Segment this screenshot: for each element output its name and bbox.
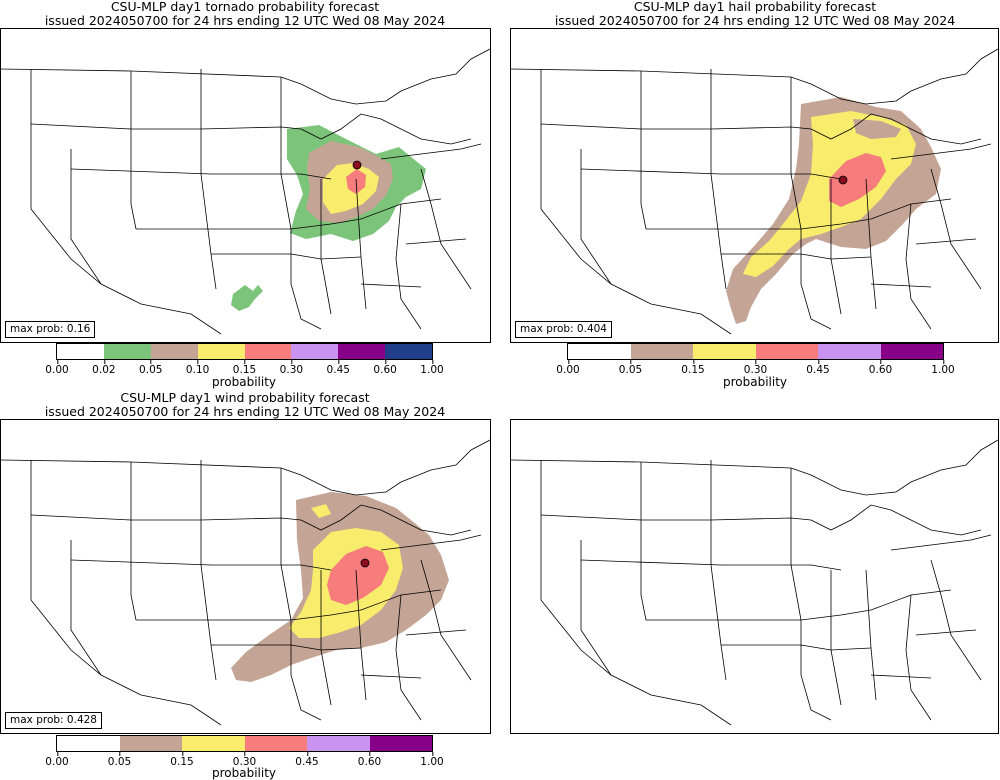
colorbar-tick-label: 0.45: [806, 360, 830, 376]
colorbar-segment: [119, 736, 182, 751]
colorbar-tick-label: 0.15: [170, 752, 194, 768]
colorbar-tick-label: 0.60: [373, 360, 397, 376]
tornado-title: CSU-MLP day1 tornado probability forecas…: [0, 0, 490, 28]
wind-probability-shading: [231, 492, 449, 682]
colorbar-tick-label: 0.00: [45, 360, 69, 376]
colorbar-segment: [880, 344, 943, 359]
colorbar-tick-label: 0.02: [92, 360, 116, 376]
wind-title-line1: CSU-MLP day1 wind probability forecast: [120, 390, 370, 405]
colorbar-segment: [57, 736, 120, 751]
colorbar-tick-label: 1.00: [420, 752, 444, 768]
tornado-max-prob-box: max prob: 0.16: [5, 321, 96, 338]
colorbar-tick-label: 0.30: [280, 360, 303, 376]
tornado-map: max prob: 0.16: [0, 28, 491, 343]
colorbar-tick-label: 1.00: [420, 360, 444, 376]
wind-map-canvas: [1, 439, 490, 726]
colorbar-segment: [369, 736, 432, 751]
colorbar-tick-label: 0.05: [108, 752, 131, 768]
hail-max-prob-marker: [838, 175, 848, 185]
colorbar-segment: [182, 736, 245, 751]
colorbar-segment: [568, 344, 631, 359]
hail-max-prob-box: max prob: 0.404: [515, 321, 612, 338]
colorbar-tick-label: 0.00: [45, 752, 69, 768]
colorbar-segment: [307, 736, 370, 751]
tornado-map-canvas: [1, 48, 490, 335]
colorbar-segment: [630, 344, 693, 359]
blank-state-borders: [511, 439, 998, 726]
colorbar-tick-label: 0.30: [744, 360, 767, 376]
wind-prob-030-area: [327, 546, 389, 605]
hail-probability-shading: [726, 97, 941, 324]
colorbar-tick-label: 0.30: [233, 752, 256, 768]
wind-colorbar: [56, 735, 433, 752]
colorbar-segment: [197, 344, 245, 359]
colorbar-tick-label: 0.05: [619, 360, 642, 376]
colorbar-segment: [103, 344, 151, 359]
tornado-colorbar-label: probability: [211, 375, 277, 389]
colorbar-segment: [150, 344, 198, 359]
colorbar-tick-label: 0.05: [139, 360, 162, 376]
colorbar-segment: [244, 344, 292, 359]
colorbar-segment: [291, 344, 339, 359]
hail-title-line1: CSU-MLP day1 hail probability forecast: [633, 0, 877, 14]
wind-title: CSU-MLP day1 wind probability forecast i…: [0, 391, 490, 419]
colorbar-segment: [818, 344, 881, 359]
hail-state-borders: [511, 48, 998, 335]
hail-prob-030-area: [829, 153, 886, 207]
hail-colorbar-label: probability: [722, 375, 788, 389]
wind-max-prob-box: max prob: 0.428: [5, 712, 102, 729]
wind-prob-015-north: [311, 504, 331, 518]
hail-map-canvas: [511, 48, 998, 335]
colorbar-tick-label: 0.60: [869, 360, 892, 376]
colorbar-tick-label: 1.00: [931, 360, 955, 376]
colorbar-segment: [338, 344, 386, 359]
colorbar-tick-label: 0.15: [681, 360, 705, 376]
wind-title-line2: issued 2024050700 for 24 hrs ending 12 U…: [44, 404, 446, 419]
colorbar-segment: [693, 344, 756, 359]
hail-title-line2: issued 2024050700 for 24 hrs ending 12 U…: [554, 13, 956, 28]
colorbar-tick-label: 0.45: [295, 752, 319, 768]
blank-map-canvas: [511, 439, 998, 726]
tornado-prob-002-area-texas: [231, 285, 263, 311]
colorbar-segment: [244, 736, 307, 751]
tornado-colorbar: [56, 343, 433, 360]
colorbar-tick-label: 0.10: [186, 360, 209, 376]
colorbar-tick-label: 0.15: [233, 360, 256, 376]
tornado-max-prob-marker: [352, 160, 362, 170]
wind-colorbar-label: probability: [211, 766, 277, 780]
hail-title: CSU-MLP day1 hail probability forecast i…: [510, 0, 1000, 28]
hail-map: max prob: 0.404: [510, 28, 999, 343]
tornado-title-line1: CSU-MLP day1 tornado probability forecas…: [110, 0, 380, 14]
wind-max-prob-marker: [360, 558, 370, 568]
colorbar-tick-label: 0.00: [556, 360, 580, 376]
tornado-title-line2: issued 2024050700 for 24 hrs ending 12 U…: [44, 13, 446, 28]
hail-prob-005-east: [853, 119, 901, 139]
colorbar-segment: [385, 344, 432, 359]
colorbar-segment: [57, 344, 104, 359]
colorbar-tick-label: 0.60: [358, 752, 381, 768]
wind-map: max prob: 0.428: [0, 419, 491, 734]
wind-state-borders: [1, 439, 490, 726]
tornado-state-borders: [1, 48, 490, 335]
blank-map: [510, 419, 999, 734]
hail-colorbar: [567, 343, 944, 360]
tornado-probability-shading: [231, 125, 426, 311]
colorbar-segment: [755, 344, 818, 359]
colorbar-tick-label: 0.45: [327, 360, 350, 376]
